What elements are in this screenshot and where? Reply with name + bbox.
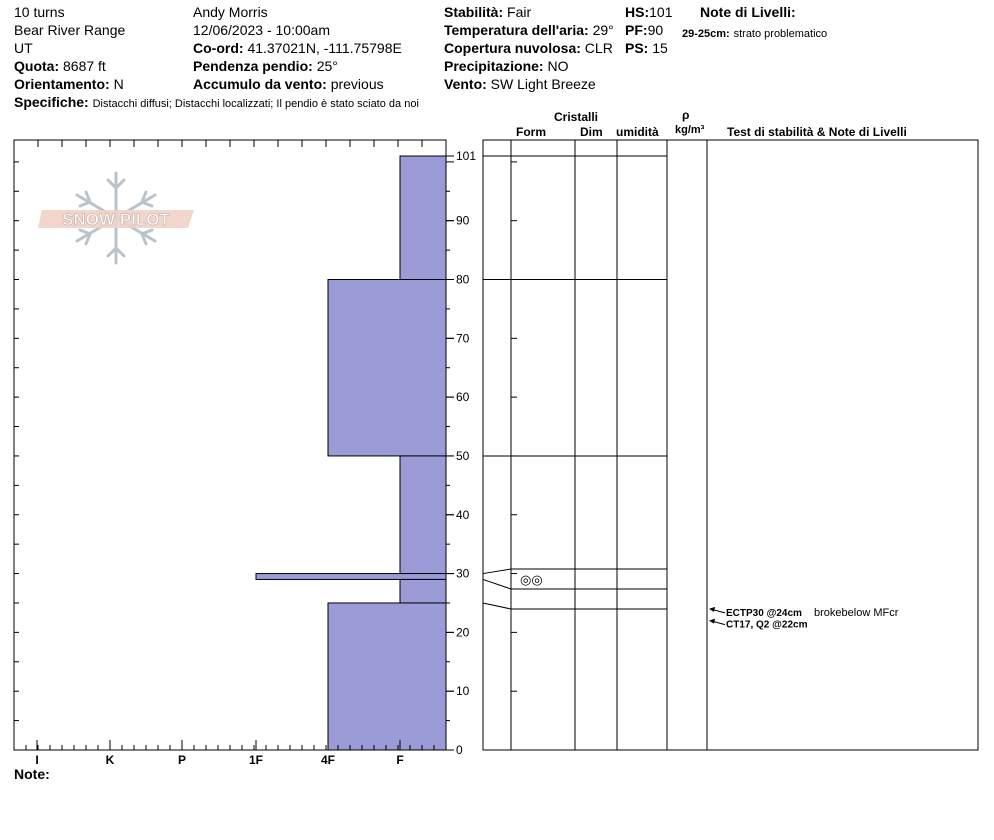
- hardness-profile-chart: 0 10 20 30 40 50 60 70 80 90 101 I K P 1F 4F F: [13, 139, 476, 767]
- layer-note: 29-25cm: strato problematico: [682, 24, 827, 40]
- hardness-tick-label: F: [396, 753, 403, 767]
- y-tick-label: 30: [456, 567, 470, 581]
- specifics-label: Specifiche:: [14, 94, 89, 110]
- wind-value: SW Light Breeze: [490, 76, 596, 92]
- hardness-tick-label: K: [106, 753, 115, 767]
- coord-label: Co-ord:: [193, 40, 244, 56]
- air-temp-value: 29°: [592, 22, 614, 38]
- elevation-value: 8687 ft: [63, 58, 106, 74]
- range-name: Bear River Range: [14, 22, 126, 38]
- wind-load-value: previous: [330, 76, 384, 92]
- aspect-label: Orientamento:: [14, 76, 110, 92]
- precip-value: NO: [547, 58, 569, 74]
- specifics-value: Distacchi diffusi; Distacchi localizzati…: [92, 98, 419, 110]
- wind-label: Vento:: [444, 76, 487, 92]
- y-tick-label: 50: [456, 449, 470, 463]
- strat-connector: [482, 568, 512, 575]
- layer-notes-label: Note di Livelli:: [700, 4, 796, 20]
- aspect-value: N: [113, 76, 124, 92]
- state-name: UT: [14, 40, 33, 56]
- logo-text: SNOW PILOT: [62, 210, 170, 229]
- hardness-layer-bar: [399, 155, 447, 281]
- hardness-layer-bar: [399, 455, 447, 575]
- crystals-header: Cristalli: [554, 110, 599, 124]
- snow-height: HS:101: [625, 4, 672, 20]
- test-code: ECTP30 @24cm: [726, 608, 802, 619]
- wind-loading: Accumulo da vento: previous: [193, 76, 384, 92]
- y-tick-label: 60: [456, 390, 470, 404]
- strat-connector: [482, 578, 512, 590]
- layer-note-range: 29-25cm:: [682, 28, 730, 40]
- hardness-tick-label: P: [178, 753, 186, 767]
- hardness-layer-bar: [327, 602, 447, 751]
- elevation-label: Quota:: [14, 58, 60, 74]
- hardness-layer-bar: [399, 578, 447, 604]
- coordinates: Co-ord: 41.37021N, -111.75798E: [193, 40, 402, 56]
- datetime: 12/06/2023 - 10:00am: [193, 22, 330, 38]
- test-arrow-icon: [709, 606, 715, 612]
- strat-connector: [482, 602, 512, 610]
- stratigraphy-table: ◎◎ ECTP30 @24cm brokebelow MFcr CT17, Q2 @2…: [482, 139, 979, 751]
- cloud-value: CLR: [584, 40, 613, 56]
- wind-load-label: Accumulo da vento:: [193, 76, 327, 92]
- size-header: Dim: [580, 125, 603, 139]
- snowpilot-logo: SNOW PILOT: [38, 171, 194, 265]
- pf-value: 90: [647, 22, 664, 38]
- grain-form-symbol: ◎◎: [520, 572, 543, 587]
- y-tick-label: 70: [456, 331, 470, 345]
- slope-angle: Pendenza pendio: 25°: [193, 58, 338, 74]
- cloud-label: Copertura nuvolosa:: [444, 40, 581, 56]
- elevation: Quota: 8687 ft: [14, 58, 106, 74]
- tests-header: Test di stabilità & Note di Livelli: [727, 125, 907, 139]
- precipitation: Precipitazione: NO: [444, 58, 568, 74]
- site-name: 10 turns: [14, 4, 65, 20]
- notes-label: Note:: [14, 766, 50, 782]
- moisture-header: umidità: [616, 125, 659, 139]
- pf-label: PF:: [625, 22, 648, 38]
- test-code: CT17, Q2 @22cm: [726, 620, 808, 631]
- coord-value: 41.37021N, -111.75798E: [247, 40, 402, 56]
- y-tick-label: 10: [456, 684, 470, 698]
- hardness-tick-label: 1F: [249, 753, 263, 767]
- logo-banner: [38, 210, 194, 228]
- stability: Stabilità: Fair: [444, 4, 531, 20]
- slope-value: 25°: [316, 58, 338, 74]
- hardness-tick-label: 4F: [321, 753, 335, 767]
- y-tick-label: 80: [456, 273, 470, 287]
- hardness-tick-label: I: [35, 753, 38, 767]
- y-tick-label: 101: [456, 149, 476, 163]
- y-tick-label: 90: [456, 214, 470, 228]
- hardness-layer-bar: [327, 279, 447, 457]
- form-header: Form: [516, 125, 546, 139]
- hs-value: 101: [649, 4, 673, 20]
- test-arrow-icon: [709, 618, 715, 624]
- specifics: Specifiche: Distacchi diffusi; Distacchi…: [14, 94, 419, 110]
- foot-penetration: PF:90: [625, 22, 663, 38]
- y-tick-label: 0: [456, 743, 463, 757]
- stability-value: Fair: [507, 4, 532, 20]
- density-unit-header: kg/m³: [675, 124, 705, 136]
- slope-label: Pendenza pendio:: [193, 58, 313, 74]
- hs-label: HS:: [625, 4, 650, 20]
- layer-note-text: strato problematico: [733, 28, 828, 40]
- air-temp-label: Temperatura dell'aria:: [444, 22, 589, 38]
- wind: Vento: SW Light Breeze: [444, 76, 596, 92]
- rho-header: ρ: [682, 108, 690, 122]
- stability-label: Stabilità:: [444, 4, 504, 20]
- cloud-cover: Copertura nuvolosa: CLR: [444, 40, 613, 56]
- test-note: brokebelow MFcr: [814, 607, 899, 619]
- y-tick-label: 40: [456, 508, 470, 522]
- y-tick-label: 20: [456, 625, 470, 639]
- hardness-layer-bar: [255, 573, 447, 580]
- strat-frame: [482, 139, 979, 751]
- ps-value: 15: [652, 40, 668, 56]
- aspect: Orientamento: N: [14, 76, 124, 92]
- ski-penetration: PS: 15: [625, 40, 668, 56]
- air-temp: Temperatura dell'aria: 29°: [444, 22, 614, 38]
- observer: Andy Morris: [193, 4, 268, 20]
- ps-label: PS:: [625, 40, 649, 56]
- precip-label: Precipitazione:: [444, 58, 544, 74]
